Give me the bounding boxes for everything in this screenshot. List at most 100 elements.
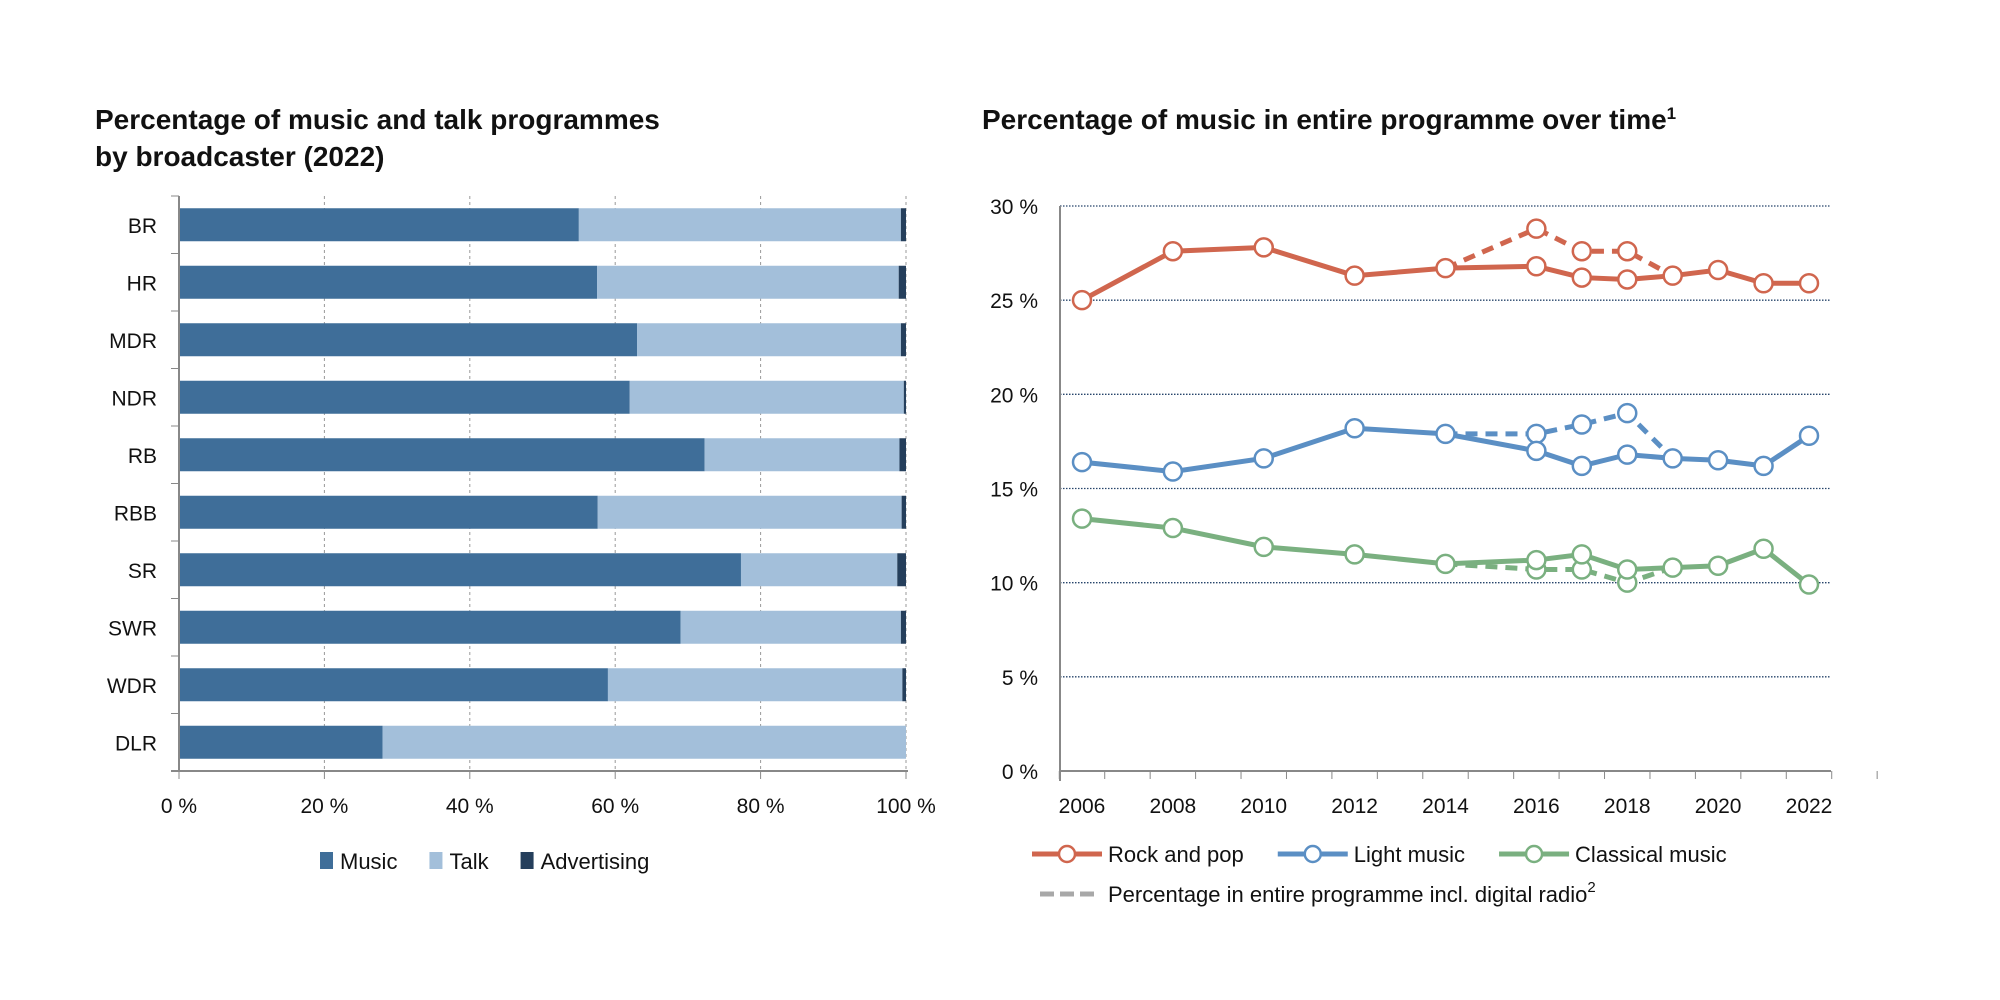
point-light-music: [1707, 450, 1729, 471]
y-tick-label: 10 %: [990, 573, 1038, 596]
category-label: BR: [128, 215, 157, 238]
dashed-point-rock-and-pop: [1617, 240, 1638, 262]
point-rock-and-pop: [1526, 256, 1547, 277]
point-classical-music: [1753, 538, 1774, 560]
category-label: RB: [128, 445, 157, 468]
legend-marker-light-music: [1303, 844, 1323, 864]
legend-label-classical-music: Classical music: [1575, 842, 1727, 867]
point-light-music: [1253, 448, 1274, 469]
bar-music-swr: [179, 610, 681, 644]
bar-advertising-mdr: [900, 323, 906, 357]
x-tick-label: 40 %: [446, 795, 494, 818]
x-tick-label: 80 %: [737, 795, 785, 818]
point-classical-music: [1526, 549, 1547, 571]
x-tick-label: 2014: [1422, 795, 1469, 818]
legend-swatch-music: [320, 852, 333, 869]
point-classical-music: [1253, 536, 1274, 558]
point-classical-music: [1617, 559, 1638, 580]
x-tick-label: 2008: [1150, 795, 1197, 818]
point-rock-and-pop: [1617, 269, 1638, 290]
point-light-music: [1071, 451, 1093, 473]
category-label: SWR: [108, 617, 157, 640]
x-tick-label: 2018: [1604, 795, 1651, 818]
point-classical-music: [1435, 553, 1456, 575]
bar-advertising-ndr: [903, 380, 906, 414]
legend-swatch-advertising: [520, 852, 534, 869]
x-tick-label: 20 %: [300, 795, 348, 818]
x-tick-label: 60 %: [591, 795, 639, 818]
x-tick-label: 2012: [1331, 795, 1378, 818]
y-tick-label: 0 %: [1002, 761, 1038, 784]
category-label: SR: [128, 560, 157, 583]
bar-talk-mdr: [637, 323, 901, 357]
point-rock-and-pop: [1435, 257, 1456, 279]
point-rock-and-pop: [1571, 267, 1593, 288]
bar-music-ndr: [179, 380, 630, 414]
dashed-line-light-music: [1445, 410, 1675, 461]
bar-music-mdr: [179, 323, 638, 357]
legend-marker-classical-music: [1524, 844, 1544, 864]
y-tick-label: 20 %: [990, 384, 1038, 407]
point-light-music: [1798, 425, 1820, 447]
bar-music-hr: [179, 265, 598, 299]
dashed-point-light-music: [1526, 423, 1547, 445]
point-rock-and-pop: [1753, 272, 1774, 294]
point-classical-music: [1071, 508, 1093, 529]
point-classical-music: [1571, 544, 1593, 565]
point-classical-music: [1707, 555, 1729, 576]
dashed-point-light-music: [1571, 414, 1593, 435]
bar-music-br: [179, 208, 579, 242]
bar-talk-ndr: [629, 380, 904, 414]
point-rock-and-pop: [1344, 265, 1365, 286]
point-light-music: [1571, 455, 1593, 477]
bar-chart: 0 % 20 % 40 % 60 % 80 % 100 % BR HR MDR NDR RB RBB S…: [107, 195, 936, 874]
bar-talk-hr: [597, 265, 899, 299]
bar-advertising-swr: [900, 610, 906, 644]
bar-music-rb: [179, 438, 705, 472]
y-tick-label: 30 %: [990, 196, 1038, 219]
bar-talk-swr: [680, 610, 901, 644]
point-light-music: [1344, 417, 1365, 439]
point-classical-music: [1162, 517, 1184, 539]
line-classical-music: [1081, 516, 1811, 587]
legend-label-talk: Talk: [449, 849, 489, 874]
point-light-music: [1162, 461, 1184, 482]
x-tick-label: 2020: [1695, 795, 1742, 818]
bar-talk-dlr: [382, 725, 906, 759]
point-rock-and-pop: [1798, 272, 1820, 294]
bar-talk-rb: [704, 438, 900, 472]
x-tick-label: 2010: [1240, 795, 1287, 818]
category-label: NDR: [112, 387, 158, 410]
bar-talk-wdr: [607, 668, 903, 702]
y-tick-label: 25 %: [990, 290, 1038, 313]
line-chart: 0 % 5 % 10 % 15 % 20 % 25 % 30 % 2006 2008 2010 20…: [990, 196, 1878, 907]
bar-music-dlr: [179, 725, 383, 759]
point-rock-and-pop: [1707, 259, 1729, 281]
bar-music-wdr: [179, 668, 608, 702]
bar-advertising-rb: [899, 438, 906, 472]
bar-chart-title-line2: by broadcaster (2022): [95, 141, 384, 172]
point-light-music: [1617, 444, 1638, 465]
bar-advertising-rbb: [901, 495, 906, 529]
dashed-point-light-music: [1617, 402, 1638, 424]
x-tick-label: 2016: [1513, 795, 1560, 818]
legend-label-light-music: Light music: [1354, 842, 1465, 867]
x-tick-label: 2022: [1786, 795, 1833, 818]
x-tick-label: 100 %: [876, 795, 936, 818]
point-light-music: [1753, 455, 1774, 477]
x-tick-label: 2006: [1059, 795, 1106, 818]
category-label: DLR: [115, 732, 157, 755]
legend-swatch-talk: [429, 852, 443, 869]
category-label: WDR: [107, 675, 157, 698]
bar-advertising-sr: [897, 553, 906, 587]
bar-music-rbb: [179, 495, 598, 529]
x-tick-label: 0 %: [161, 795, 197, 818]
legend-marker-rock-and-pop: [1057, 844, 1077, 864]
bar-advertising-br: [900, 208, 906, 242]
category-label: RBB: [114, 502, 157, 525]
dashed-point-rock-and-pop: [1526, 218, 1547, 239]
point-classical-music: [1344, 544, 1365, 565]
point-rock-and-pop: [1662, 265, 1683, 286]
legend-label-music: Music: [340, 849, 397, 874]
